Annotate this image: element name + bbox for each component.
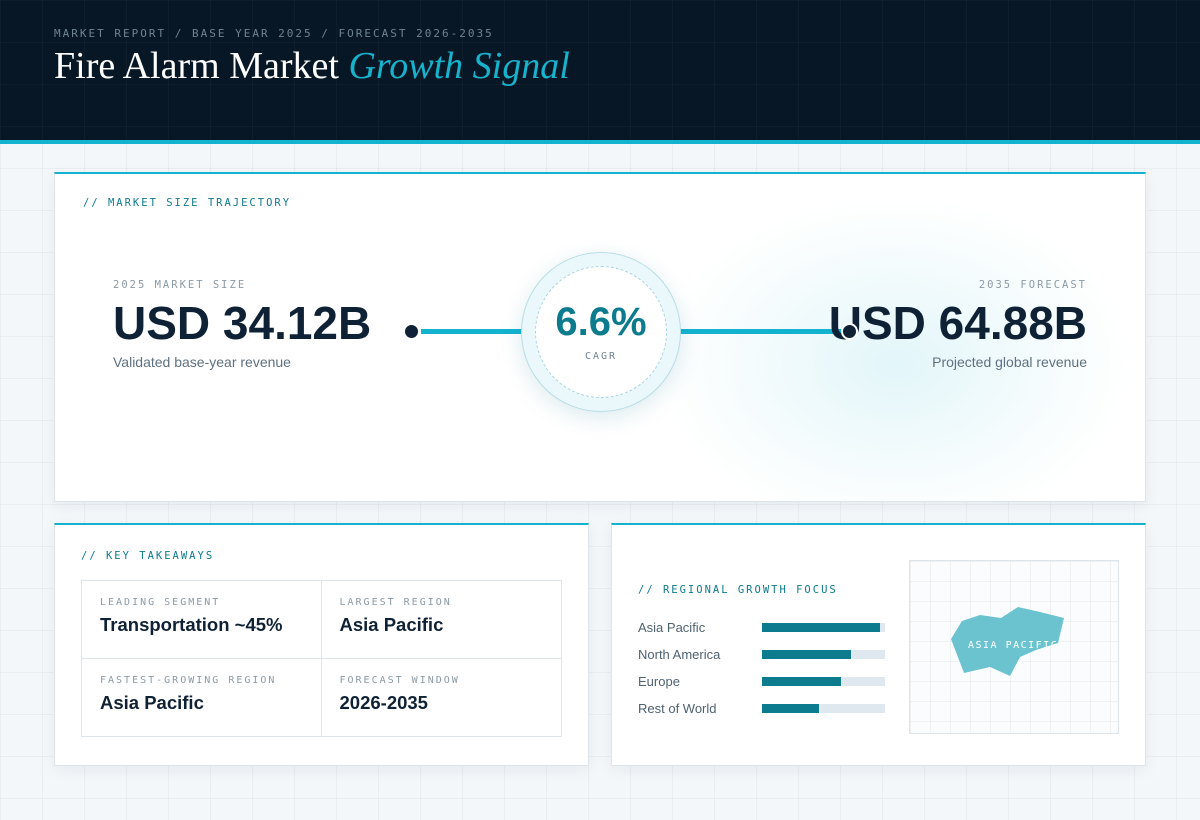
cagr-value: 6.6% — [555, 300, 647, 344]
region-map: ASIA PACIFIC — [909, 560, 1119, 734]
report-header: MARKET REPORT / BASE YEAR 2025 / FORECAS… — [0, 0, 1200, 144]
takeaway-cell: LARGEST REGION Asia Pacific — [321, 581, 561, 659]
bar-track — [762, 623, 885, 632]
bar-track — [762, 704, 885, 713]
takeaway-caption: FASTEST-GROWING REGION — [100, 674, 277, 686]
report-kicker: MARKET REPORT / BASE YEAR 2025 / FORECAS… — [54, 27, 494, 40]
trajectory-card: // MARKET SIZE TRAJECTORY 2025 MARKET SI… — [54, 172, 1146, 502]
bar-fill — [762, 650, 851, 659]
takeaway-value: Asia Pacific — [339, 614, 444, 635]
trajectory-line-left — [421, 329, 537, 334]
bar-fill — [762, 677, 841, 686]
start-point — [403, 323, 420, 340]
takeaways-label: // KEY TAKEAWAYS — [81, 550, 215, 562]
end-point — [841, 323, 858, 340]
bar-track — [762, 677, 885, 686]
asia-pacific-shape — [951, 607, 1064, 676]
bar-label: Asia Pacific — [638, 620, 706, 635]
cagr-inner-ring: 6.6% CAGR — [535, 266, 667, 398]
forecast-subtitle: Projected global revenue — [932, 354, 1087, 370]
bar-label: Europe — [638, 674, 680, 689]
bar-row: North America — [638, 641, 886, 668]
bar-row: Europe — [638, 668, 886, 695]
regional-label: // REGIONAL GROWTH FOCUS — [638, 584, 838, 596]
base-subtitle: Validated base-year revenue — [113, 354, 291, 370]
map-region-label: ASIA PACIFIC — [968, 640, 1059, 651]
title-main: Fire Alarm Market — [54, 45, 339, 87]
takeaway-value: 2026-2035 — [339, 691, 428, 713]
bar-fill — [762, 623, 881, 632]
title-accent: Growth Signal — [348, 45, 570, 87]
takeaways-card: // KEY TAKEAWAYS LEADING SEGMENT Transpo… — [54, 523, 589, 766]
forecast-caption: 2035 FORECAST — [978, 279, 1087, 291]
takeaway-caption: LARGEST REGION — [339, 597, 452, 608]
regional-bars: Asia Pacific North America Europe Rest o… — [638, 614, 886, 722]
bar-track — [762, 650, 885, 659]
cagr-label: CAGR — [584, 351, 618, 362]
page-title: Fire Alarm Market Growth Signal — [54, 44, 570, 88]
takeaway-caption: FORECAST WINDOW — [339, 674, 460, 686]
takeaway-caption: LEADING SEGMENT — [100, 597, 221, 608]
bar-label: Rest of World — [638, 701, 717, 716]
takeaway-cell: FASTEST-GROWING REGION Asia Pacific — [82, 658, 322, 736]
bar-row: Rest of World — [638, 695, 886, 722]
takeaway-cell: LEADING SEGMENT Transportation ~45% — [82, 581, 322, 659]
bar-row: Asia Pacific — [638, 614, 886, 641]
regional-card: // REGIONAL GROWTH FOCUS Asia Pacific No… — [611, 523, 1146, 766]
trajectory-label: // MARKET SIZE TRAJECTORY — [83, 197, 292, 209]
takeaways-grid: LEADING SEGMENT Transportation ~45% LARG… — [81, 580, 562, 737]
map-shape-svg — [951, 607, 1064, 676]
takeaway-cell: FORECAST WINDOW 2026-2035 — [322, 659, 562, 737]
bar-label: North America — [638, 647, 721, 662]
trajectory-line-right — [663, 329, 843, 334]
takeaway-value: Transportation ~45% — [100, 614, 283, 635]
base-value: USD 34.12B — [113, 297, 372, 349]
takeaway-value: Asia Pacific — [100, 691, 204, 713]
bar-fill — [762, 704, 819, 713]
background-glow — [655, 194, 1135, 501]
forecast-value: USD 64.88B — [828, 297, 1087, 349]
base-caption: 2025 MARKET SIZE — [113, 279, 247, 291]
cagr-badge: 6.6% CAGR — [521, 252, 681, 412]
